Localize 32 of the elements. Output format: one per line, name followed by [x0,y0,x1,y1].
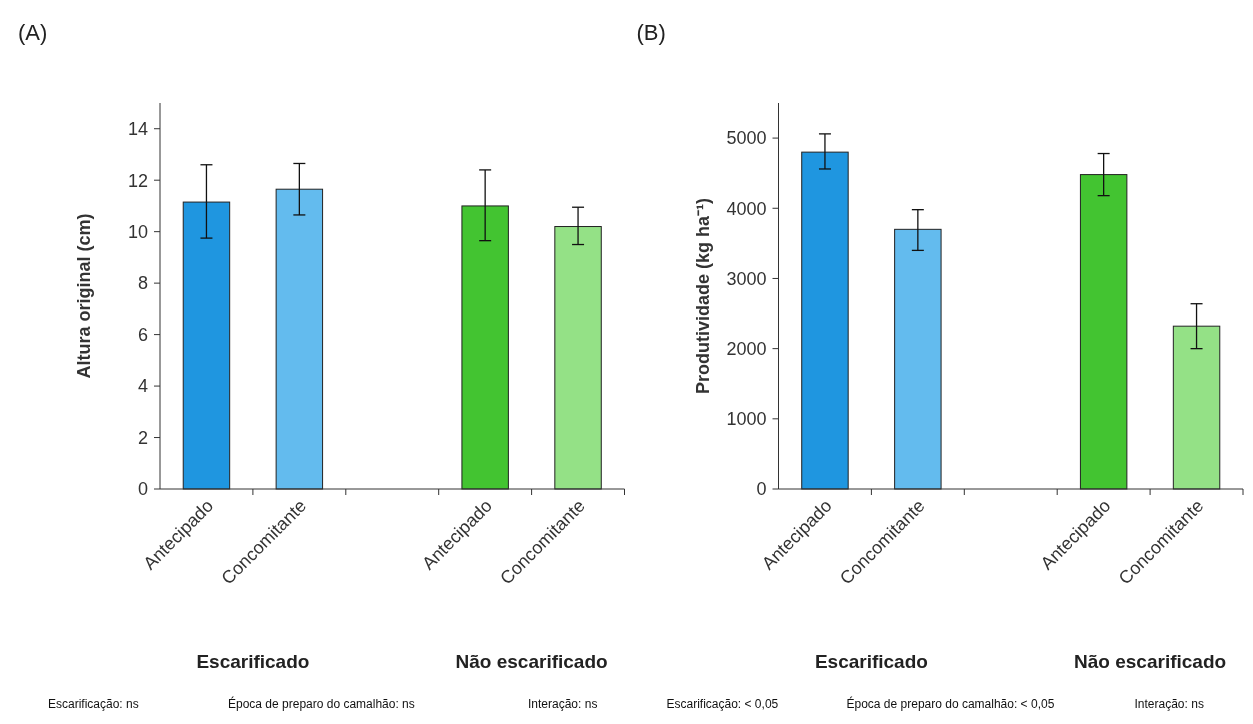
y-tick-label: 2 [137,427,148,448]
text: Época de preparo do camalhão: ns [228,696,415,711]
bar [894,228,942,490]
text: Época de preparo do camalhão: < 0,05 [846,696,1055,711]
chart-title: (B) [636,20,666,45]
bar [801,151,849,490]
y-tick-label: 4000 [726,198,767,219]
y-tick-label: 5000 [726,128,767,149]
text: Escarificação: ns [48,697,139,711]
y-tick-label: 12 [127,170,148,191]
bar [1079,174,1128,490]
chart-title: (A) [18,20,48,45]
y-tick-label: 10 [127,221,148,242]
text: Escarificação: < 0,05 [666,697,779,711]
y-tick-label: 0 [137,479,148,500]
text: Escarificado [814,651,928,672]
y-tick-label: 6 [137,324,148,345]
y-tick-label: 2000 [726,338,767,359]
y-axis-title: Produtividade (kg ha⁻¹) [692,197,713,395]
y-tick-label: 14 [127,119,148,140]
text: Interação: ns [1134,697,1204,711]
text: Escarificado [196,651,310,672]
text: Não escarificado [1074,651,1227,672]
text: Não escarificado [455,651,608,672]
y-tick-label: 4 [137,376,148,397]
bar [1172,325,1221,490]
y-tick-label: 8 [137,273,148,294]
y-tick-label: 3000 [726,268,767,289]
text: Interação: ns [528,697,598,711]
y-tick-label: 1000 [726,409,767,430]
y-axis-title: Altura original (cm) [74,213,94,379]
y-tick-label: 0 [756,479,767,500]
